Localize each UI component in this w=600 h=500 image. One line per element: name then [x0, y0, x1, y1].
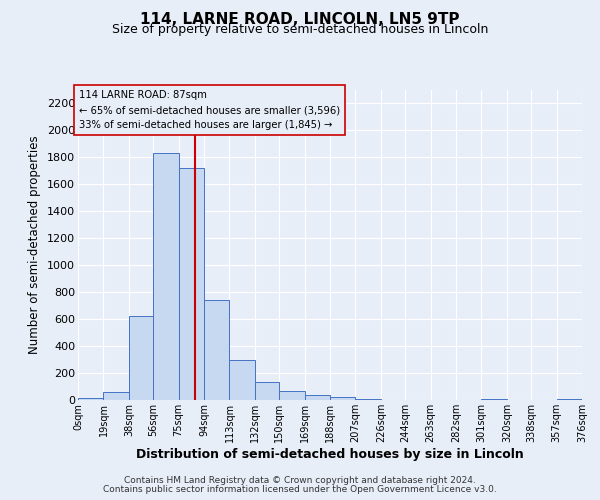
Y-axis label: Number of semi-detached properties: Number of semi-detached properties — [28, 136, 41, 354]
Text: 114 LARNE ROAD: 87sqm
← 65% of semi-detached houses are smaller (3,596)
33% of s: 114 LARNE ROAD: 87sqm ← 65% of semi-deta… — [79, 90, 340, 130]
Bar — [179, 168, 204, 400]
Bar — [129, 316, 153, 400]
Text: Size of property relative to semi-detached houses in Lincoln: Size of property relative to semi-detach… — [112, 22, 488, 36]
Bar — [78, 398, 103, 400]
Bar — [279, 391, 305, 400]
Bar — [305, 394, 330, 400]
X-axis label: Distribution of semi-detached houses by size in Lincoln: Distribution of semi-detached houses by … — [136, 448, 524, 460]
Text: Contains public sector information licensed under the Open Government Licence v3: Contains public sector information licen… — [103, 484, 497, 494]
Bar — [204, 300, 229, 400]
Text: Contains HM Land Registry data © Crown copyright and database right 2024.: Contains HM Land Registry data © Crown c… — [124, 476, 476, 485]
Bar — [229, 360, 255, 400]
Text: 114, LARNE ROAD, LINCOLN, LN5 9TP: 114, LARNE ROAD, LINCOLN, LN5 9TP — [140, 12, 460, 28]
Bar — [330, 398, 355, 400]
Bar — [481, 398, 507, 400]
Bar — [103, 392, 129, 400]
Bar — [153, 154, 179, 400]
Bar — [255, 382, 279, 400]
